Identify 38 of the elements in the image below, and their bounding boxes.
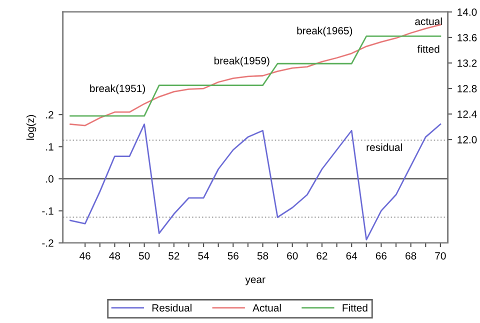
x-tick-label: 62 xyxy=(316,252,328,260)
y-tick-label: .0 xyxy=(46,175,54,183)
x-tick-label: 52 xyxy=(168,252,180,260)
y2-tick-label: 12.8 xyxy=(458,85,477,92)
y-tick-label: .2 xyxy=(46,111,54,118)
x-tick-label: 50 xyxy=(138,252,150,260)
x-tick-label: 58 xyxy=(257,252,268,260)
line-series xyxy=(70,24,442,126)
x-tick-label: 64 xyxy=(346,252,358,260)
x-tick-label: 70 xyxy=(435,252,446,260)
line-series xyxy=(70,124,442,240)
annotation: fitted xyxy=(417,45,440,53)
annotation: break(1965) xyxy=(297,26,352,36)
y-tick-label: .1 xyxy=(46,143,54,150)
y-axis-title: log(z) xyxy=(26,115,36,140)
y2-tick-label: 14.0 xyxy=(458,8,477,16)
y2-tick-label: 13.6 xyxy=(458,34,477,42)
annotation: residual xyxy=(366,143,402,152)
x-tick-label: 46 xyxy=(80,252,90,260)
x-tick-label: 56 xyxy=(228,252,238,260)
x-tick-label: 60 xyxy=(287,252,298,260)
annotation: break(1951) xyxy=(90,84,145,94)
legend-label: Residual xyxy=(152,304,192,312)
x-tick-label: 68 xyxy=(406,252,416,260)
x-axis-title: year xyxy=(245,277,266,286)
y-tick-label: -.2 xyxy=(42,239,54,247)
line-series xyxy=(70,36,442,117)
annotation: actual xyxy=(415,17,442,26)
y2-tick-label: 12.4 xyxy=(458,110,477,118)
x-tick-label: 66 xyxy=(376,252,387,260)
y-tick-label: -.1 xyxy=(42,207,54,215)
x-tick-label: 54 xyxy=(198,252,210,260)
legend-label: Actual xyxy=(252,304,281,312)
annotation: break(1959) xyxy=(214,56,270,66)
legend-label: Fitted xyxy=(342,304,368,312)
x-tick-label: 48 xyxy=(109,252,120,260)
y2-tick-label: 12.0 xyxy=(458,136,477,144)
y2-tick-label: 13.2 xyxy=(458,59,477,67)
